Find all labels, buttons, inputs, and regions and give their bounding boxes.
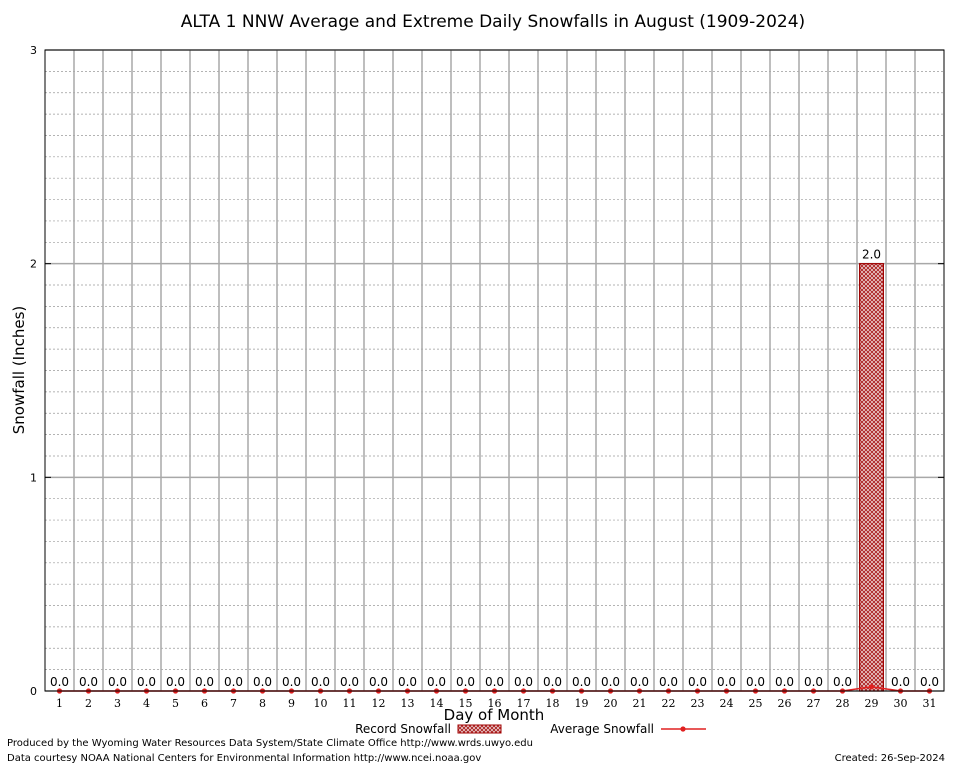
bar-value-label: 0.0 <box>369 675 388 689</box>
legend-record-swatch <box>457 724 502 734</box>
y-tick-labels: 0 1 2 3 <box>30 44 37 698</box>
bar-value-label: 0.0 <box>311 675 330 689</box>
bar-value-label: 0.0 <box>485 675 504 689</box>
bar-value-label: 0.0 <box>253 675 272 689</box>
x-tick-label: 29 <box>865 697 879 710</box>
bar-value-label: 0.0 <box>891 675 910 689</box>
bar-value-labels: 0.0 0.0 0.0 0.0 0.0 0.0 0.0 0.0 0.0 0.0 0.0 0.0 0.0 0… <box>50 248 939 689</box>
x-tick-label: 1 <box>56 697 63 710</box>
average-point <box>868 684 875 690</box>
legend-record-label: Record Snowfall <box>355 722 451 736</box>
x-tick-label: 10 <box>314 697 328 710</box>
bar-value-label: 0.0 <box>427 675 446 689</box>
x-tick-label: 11 <box>343 697 357 710</box>
x-tick-label: 27 <box>807 697 821 710</box>
bar-value-label: 0.0 <box>746 675 765 689</box>
y-tick-label: 3 <box>30 44 37 57</box>
x-tick-label: 30 <box>894 697 908 710</box>
legend: Record Snowfall Average Snowfall <box>355 722 706 736</box>
x-tick-label: 3 <box>114 697 121 710</box>
bar-value-label: 0.0 <box>340 675 359 689</box>
bar-value-label: 0.0 <box>630 675 649 689</box>
x-tick-label: 17 <box>517 697 531 710</box>
bar-value-label: 0.0 <box>108 675 127 689</box>
bar-value-label: 0.0 <box>456 675 475 689</box>
y-tick-label: 2 <box>30 258 37 271</box>
legend-average-label: Average Snowfall <box>550 722 654 736</box>
bar-value-label: 0.0 <box>50 675 69 689</box>
bar-value-label: 0.0 <box>833 675 852 689</box>
x-tick-label: 31 <box>923 697 937 710</box>
x-tick-label: 19 <box>575 697 589 710</box>
bar-value-label: 2.0 <box>862 248 881 262</box>
footer-data-courtesy: Data courtesy NOAA National Centers for … <box>7 753 482 764</box>
y-axis-label: Snowfall (Inches) <box>10 306 28 434</box>
record-bar <box>859 263 884 692</box>
bar-value-label: 0.0 <box>398 675 417 689</box>
bar-value-label: 0.0 <box>543 675 562 689</box>
footer-created: Created: 26-Sep-2024 <box>834 753 945 764</box>
x-tick-label: 24 <box>720 697 734 710</box>
x-axis-label: Day of Month <box>444 706 545 724</box>
bar-value-label: 0.0 <box>282 675 301 689</box>
legend-average-marker <box>680 726 686 732</box>
plot-frame <box>44 49 945 692</box>
x-tick-label: 7 <box>230 697 237 710</box>
bar-value-label: 0.0 <box>775 675 794 689</box>
bar-value-label: 0.0 <box>804 675 823 689</box>
bar-value-label: 0.0 <box>166 675 185 689</box>
x-tick-label: 21 <box>633 697 647 710</box>
x-tick-label: 5 <box>172 697 179 710</box>
bar-value-label: 0.0 <box>717 675 736 689</box>
y-tick-label: 1 <box>30 471 37 484</box>
x-tick-label: 25 <box>749 697 763 710</box>
bar-value-label: 0.0 <box>920 675 939 689</box>
bar-value-label: 0.0 <box>224 675 243 689</box>
bar-value-label: 0.0 <box>514 675 533 689</box>
grid-lines <box>45 49 944 692</box>
x-tick-label: 15 <box>459 697 473 710</box>
x-tick-label: 2 <box>85 697 92 710</box>
x-tick-label: 8 <box>259 697 266 710</box>
x-tick-label: 13 <box>401 697 415 710</box>
record-snowfall-bars <box>859 263 884 692</box>
footer-produced-by: Produced by the Wyoming Water Resources … <box>7 738 533 749</box>
bar-value-label: 0.0 <box>195 675 214 689</box>
y-tick-label: 0 <box>30 685 37 698</box>
bar-value-label: 0.0 <box>659 675 678 689</box>
x-tick-label: 18 <box>546 697 560 710</box>
x-tick-label: 26 <box>778 697 792 710</box>
x-tick-label: 20 <box>604 697 618 710</box>
bar-value-label: 0.0 <box>601 675 620 689</box>
x-tick-label: 28 <box>836 697 850 710</box>
x-tick-label: 6 <box>201 697 208 710</box>
x-tick-label: 22 <box>662 697 676 710</box>
bar-value-label: 0.0 <box>137 675 156 689</box>
x-tick-label: 12 <box>372 697 386 710</box>
x-tick-label: 14 <box>430 697 444 710</box>
chart-title: ALTA 1 NNW Average and Extreme Daily Sno… <box>181 12 805 32</box>
x-tick-label: 16 <box>488 697 502 710</box>
x-tick-labels: 1 2 3 4 5 6 7 8 9 10 11 12 13 14 15 16 17 18 19 20 21 22 23 24 2… <box>56 697 937 710</box>
x-tick-label: 4 <box>143 697 150 710</box>
x-tick-label: 9 <box>288 697 295 710</box>
bar-value-label: 0.0 <box>79 675 98 689</box>
x-tick-label: 23 <box>691 697 705 710</box>
bar-value-label: 0.0 <box>688 675 707 689</box>
bar-value-label: 0.0 <box>572 675 591 689</box>
